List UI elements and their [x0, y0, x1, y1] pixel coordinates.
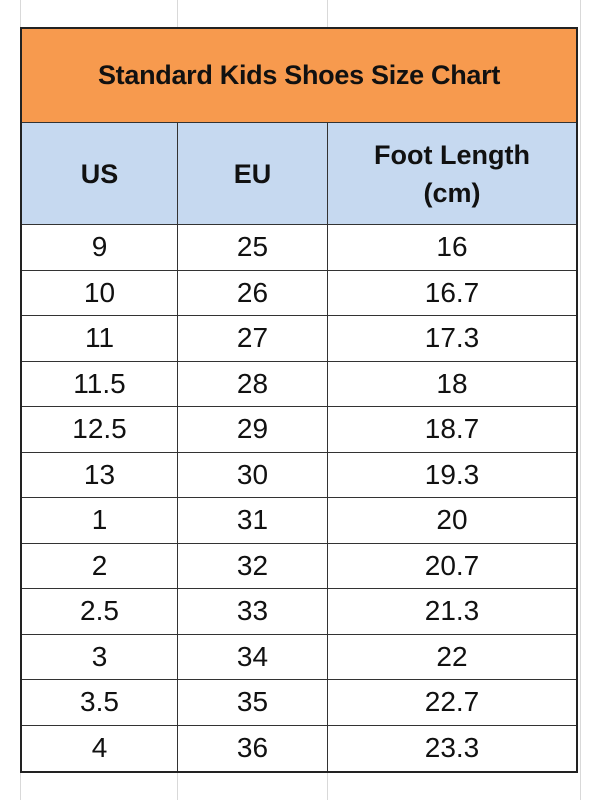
- cell-us-size: 11: [22, 316, 178, 361]
- cell-us-size: 11.5: [22, 361, 178, 406]
- cell-foot-length: 22: [436, 640, 468, 672]
- table-row: 1 31 20: [22, 498, 576, 544]
- header-row: US EU Foot Length (cm): [22, 123, 576, 225]
- size-chart-table: Standard Kids Shoes Size Chart US EU Foo…: [20, 27, 578, 773]
- cell-us-size: 9: [22, 225, 178, 270]
- cell-foot-length: 17.3: [424, 322, 480, 354]
- header-eu: EU: [178, 123, 328, 224]
- cell-eu-size: 33: [178, 589, 328, 634]
- cell-eu-size: 35: [178, 680, 328, 725]
- cell-foot-length: 18.7: [424, 413, 480, 445]
- table-row: 2 32 20.7: [22, 543, 576, 589]
- cell-us-size: 13: [22, 452, 178, 497]
- cell-foot-length: 19.3: [424, 458, 480, 490]
- cell-eu-size: 29: [178, 407, 328, 452]
- cell-eu-size: 26: [178, 270, 328, 315]
- cell-foot-length: 21.3: [424, 595, 480, 627]
- cell-us-size: 10: [22, 270, 178, 315]
- cell-us-size: 12.5: [22, 407, 178, 452]
- table-row: 4 36 23.3: [22, 725, 576, 771]
- header-us: US: [22, 123, 178, 224]
- cell-eu-size: 32: [178, 543, 328, 588]
- cell-us-size: 2: [22, 543, 178, 588]
- cell-eu-size: 28: [178, 361, 328, 406]
- cell-us-size: 4: [22, 725, 178, 771]
- table-title: Standard Kids Shoes Size Chart: [22, 29, 576, 123]
- cell-foot-length: 16.7: [424, 276, 480, 308]
- cell-foot-length: 23.3: [424, 732, 480, 764]
- table-row: 10 26 16.7: [22, 270, 576, 316]
- cell-us-size: 1: [22, 498, 178, 543]
- table-row: 3.5 35 22.7: [22, 680, 576, 726]
- cell-us-size: 2.5: [22, 589, 178, 634]
- cell-eu-size: 34: [178, 634, 328, 679]
- cell-foot-length: 16: [436, 231, 468, 263]
- header-foot-line1: Foot Length: [374, 139, 530, 170]
- cell-eu-size: 36: [178, 725, 328, 771]
- cell-foot-length: 20: [436, 504, 468, 536]
- table-body: 9 25 16 10 26 16.7 11 27 17.3 11.5 28 18 12.5 29 18.7 1…: [22, 225, 576, 771]
- table-row: 11.5 28 18: [22, 361, 576, 407]
- cell-us-size: 3.5: [22, 680, 178, 725]
- table-row: 3 34 22: [22, 634, 576, 680]
- cell-foot-length: 18: [436, 367, 468, 399]
- cell-us-size: 3: [22, 634, 178, 679]
- table-row: 12.5 29 18.7: [22, 407, 576, 453]
- cell-foot-length: 20.7: [424, 549, 480, 581]
- gridline: [580, 0, 581, 800]
- table-row: 9 25 16: [22, 225, 576, 271]
- header-foot-line2: (cm): [423, 177, 481, 208]
- cell-eu-size: 25: [178, 225, 328, 270]
- cell-eu-size: 30: [178, 452, 328, 497]
- cell-foot-length: 22.7: [424, 686, 480, 718]
- table-row: 11 27 17.3: [22, 316, 576, 362]
- cell-eu-size: 27: [178, 316, 328, 361]
- table-row: 13 30 19.3: [22, 452, 576, 498]
- table-row: 2.5 33 21.3: [22, 589, 576, 635]
- header-foot-length: Foot Length (cm): [328, 123, 576, 224]
- cell-eu-size: 31: [178, 498, 328, 543]
